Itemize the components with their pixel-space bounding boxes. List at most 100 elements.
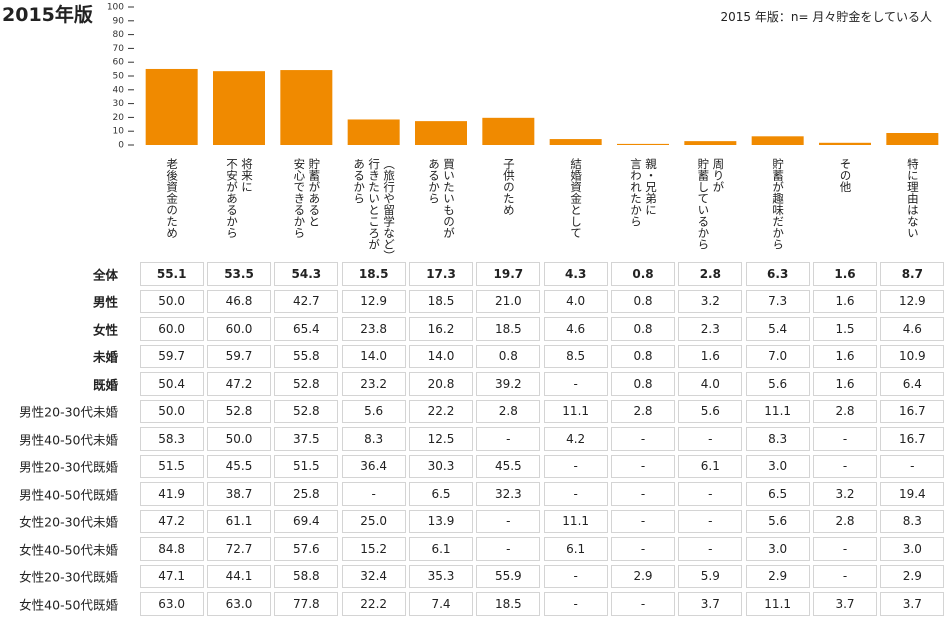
x-tick-label: 周りが 貯蓄しているから xyxy=(696,158,726,250)
table-cell: 4.3 xyxy=(543,262,608,286)
table-cell: 4.2 xyxy=(543,427,608,451)
table-cell: 2.3 xyxy=(678,317,743,341)
table-cell: - xyxy=(543,592,608,616)
table-cell: 51.5 xyxy=(274,454,339,478)
table-cell: 23.8 xyxy=(341,317,406,341)
bar xyxy=(347,119,400,145)
table-cell: 5.6 xyxy=(745,372,810,396)
table-cell: 50.0 xyxy=(206,427,272,451)
x-tick-label: （旅行や留学など） 行きたいところが あるから xyxy=(352,158,397,262)
row-label: 男性20-30代既婚 xyxy=(19,459,118,475)
table-cell: 6.1 xyxy=(408,537,474,561)
table-cell: 59.7 xyxy=(206,344,272,368)
row-label: 既婚 xyxy=(92,377,118,393)
table-cell: 60.0 xyxy=(139,317,204,341)
table-cell: 44.1 xyxy=(206,564,272,588)
table-cell: 45.5 xyxy=(476,454,541,478)
table-cell: 11.1 xyxy=(543,509,608,533)
table-cell: 14.0 xyxy=(408,344,474,368)
table-cell: 4.6 xyxy=(543,317,608,341)
table-cell: - xyxy=(543,564,608,588)
table-cell: - xyxy=(543,454,608,478)
x-tick-label: その他 xyxy=(838,158,853,193)
table-cell: 50.0 xyxy=(139,289,204,313)
row-label: 未婚 xyxy=(92,349,118,365)
table-cell: 20.8 xyxy=(408,372,474,396)
table-cell: 8.3 xyxy=(880,509,945,533)
table-cell: 50.0 xyxy=(139,399,204,423)
table-cell: 1.6 xyxy=(812,344,878,368)
y-tick-label: 100 xyxy=(107,3,124,13)
table-cell: 41.9 xyxy=(139,482,204,506)
y-tick-label: 20 xyxy=(113,113,125,123)
table-cell: 11.1 xyxy=(745,592,810,616)
table-cell: 55.1 xyxy=(139,262,204,286)
table-cell: 1.6 xyxy=(678,344,743,368)
table-cell: 42.7 xyxy=(274,289,339,313)
row-label: 女性 xyxy=(92,322,118,338)
table-cell: 5.6 xyxy=(678,399,743,423)
table-cell: - xyxy=(476,427,541,451)
table-cell: 30.3 xyxy=(408,454,474,478)
table-cell: - xyxy=(543,482,608,506)
table-cell: - xyxy=(610,427,676,451)
x-tick-label: 貯蓄が趣味だから xyxy=(771,158,786,250)
table-cell: 3.0 xyxy=(745,454,810,478)
table-cell: - xyxy=(678,537,743,561)
table-cell: 6.4 xyxy=(880,372,945,396)
table-cell: 52.8 xyxy=(274,399,339,423)
table-cell: 58.3 xyxy=(139,427,204,451)
y-tick-label: 0 xyxy=(118,141,124,151)
table-cell: 5.6 xyxy=(341,399,406,423)
table-cell: 2.8 xyxy=(812,399,878,423)
table-cell: 18.5 xyxy=(476,592,541,616)
table-cell: 2.8 xyxy=(812,509,878,533)
x-tick-label: 将来に 不安があるから xyxy=(225,158,254,239)
bar xyxy=(549,139,602,145)
table-cell: 19.7 xyxy=(476,262,541,286)
table-cell: 19.4 xyxy=(880,482,945,506)
table-cell: - xyxy=(341,482,406,506)
table-cell: 77.8 xyxy=(274,592,339,616)
table-cell: 16.2 xyxy=(408,317,474,341)
table-cell: 18.5 xyxy=(341,262,406,286)
bar xyxy=(280,70,333,145)
table-cell: 1.6 xyxy=(812,372,878,396)
x-tick-label: 貯蓄があると 安心できるから xyxy=(292,158,322,239)
table-cell: - xyxy=(476,537,541,561)
table-cell: 16.7 xyxy=(880,427,945,451)
bar xyxy=(819,142,871,145)
table-cell: 5.6 xyxy=(745,509,810,533)
table-cell: 7.3 xyxy=(745,289,810,313)
row-label: 女性20-30代既婚 xyxy=(19,569,118,585)
table-cell: 4.0 xyxy=(543,289,608,313)
row-label: 男性40-50代既婚 xyxy=(19,487,118,503)
chart-subtitle: 2015 年版：n= 月々貯金をしている人 xyxy=(720,10,932,24)
table-cell: 4.0 xyxy=(678,372,743,396)
x-tick-label: 結婚資金として xyxy=(569,158,584,239)
table-cell: 52.8 xyxy=(274,372,339,396)
table-cell: 7.4 xyxy=(408,592,474,616)
table-cell: 12.9 xyxy=(880,289,945,313)
table-cell: 7.0 xyxy=(745,344,810,368)
y-tick-label: 10 xyxy=(113,127,125,137)
table-cell: 21.0 xyxy=(476,289,541,313)
table-cell: 53.5 xyxy=(206,262,272,286)
table-cell: 72.7 xyxy=(206,537,272,561)
bar xyxy=(886,132,939,145)
table-cell: 15.2 xyxy=(341,537,406,561)
table-cell: 47.2 xyxy=(206,372,272,396)
table-cell: 10.9 xyxy=(880,344,945,368)
table-cell: 61.1 xyxy=(206,509,272,533)
bar xyxy=(213,71,265,145)
table-cell: 18.5 xyxy=(408,289,474,313)
table-cell: 11.1 xyxy=(543,399,608,423)
x-tick-label: 子供のため xyxy=(501,158,516,216)
table-cell: 47.1 xyxy=(139,564,204,588)
table-cell: 32.4 xyxy=(341,564,406,588)
table-cell: 6.5 xyxy=(408,482,474,506)
table-cell: 1.6 xyxy=(812,289,878,313)
table-cell: - xyxy=(543,372,608,396)
table-cell: 22.2 xyxy=(341,592,406,616)
